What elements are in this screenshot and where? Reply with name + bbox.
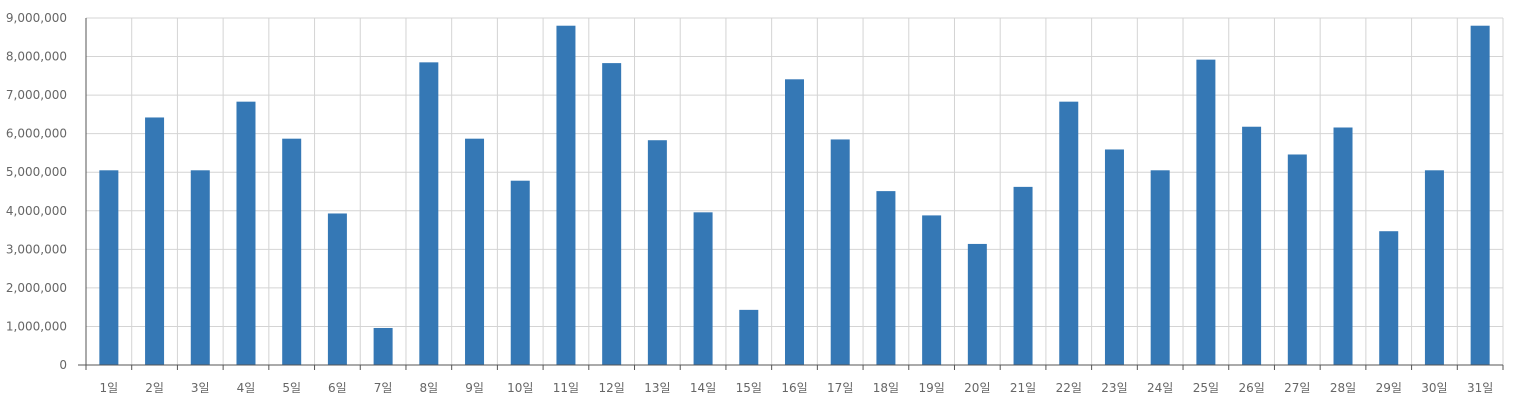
y-tick-label: 8,000,000 [6, 50, 67, 64]
bar [1150, 170, 1170, 365]
bar [830, 139, 850, 365]
bar [510, 180, 530, 365]
x-tick-label: 8일 [419, 381, 438, 395]
x-tick-label: 29일 [1376, 381, 1402, 395]
x-tick-label: 1일 [100, 381, 119, 395]
x-tick-label: 10일 [507, 381, 533, 395]
bar [236, 101, 256, 365]
bar [1424, 170, 1444, 365]
x-tick-label: 11일 [553, 381, 579, 395]
bar [693, 212, 713, 365]
bar [1196, 59, 1216, 365]
bar [99, 170, 119, 365]
bar [556, 25, 576, 365]
x-tick-label: 7일 [374, 381, 393, 395]
x-tick-label: 19일 [918, 381, 944, 395]
bar [967, 243, 987, 365]
x-tick-label: 23일 [1101, 381, 1127, 395]
x-tick-label: 27일 [1284, 381, 1310, 395]
bar [602, 63, 622, 366]
bar [1470, 25, 1490, 365]
x-axis-tick-labels: 1일 2일 3일 4일 5일 6일 7일 8일 9일 10일 11일 12일 13일 14일 15일 16일 1… [100, 381, 1494, 395]
bar [922, 215, 942, 365]
x-tick-label: 31일 [1467, 381, 1493, 395]
x-tick-label: 9일 [465, 381, 484, 395]
x-tick-label: 21일 [1010, 381, 1036, 395]
axis-layer [78, 18, 1504, 370]
bar [1104, 149, 1124, 365]
x-tick-label: 15일 [736, 381, 762, 395]
x-tick-label: 24일 [1147, 381, 1173, 395]
bar [373, 327, 393, 365]
y-axis-tick-labels: 0 1,000,000 2,000,000 3,000,000 4,000,000 5,0… [6, 11, 67, 372]
x-tick-label: 3일 [191, 381, 210, 395]
bar [282, 138, 302, 365]
bar [876, 191, 896, 365]
x-tick-label: 4일 [237, 381, 256, 395]
x-tick-label: 28일 [1330, 381, 1356, 395]
bar [327, 213, 347, 365]
y-tick-label: 4,000,000 [6, 204, 67, 218]
x-tick-label: 6일 [328, 381, 347, 395]
bar [785, 79, 804, 365]
x-tick-label: 18일 [873, 381, 899, 395]
y-tick-label: 5,000,000 [6, 165, 67, 179]
bar [419, 62, 439, 365]
x-tick-label: 17일 [827, 381, 853, 395]
bar [190, 170, 210, 365]
x-tick-label: 2일 [145, 381, 164, 395]
bar [739, 309, 759, 365]
x-tick-label: 14일 [690, 381, 716, 395]
x-tick-label: 30일 [1421, 381, 1447, 395]
bar-layer [99, 25, 1490, 366]
x-tick-label: 22일 [1056, 381, 1082, 395]
bar [1333, 127, 1353, 366]
x-tick-label: 26일 [1238, 381, 1264, 395]
y-tick-label: 1,000,000 [6, 319, 67, 333]
x-tick-label: 16일 [781, 381, 807, 395]
x-tick-label: 5일 [282, 381, 301, 395]
y-tick-label: 0 [59, 358, 67, 372]
y-tick-label: 6,000,000 [6, 127, 67, 141]
y-tick-label: 2,000,000 [6, 281, 67, 295]
x-tick-label: 12일 [599, 381, 625, 395]
x-tick-label: 13일 [644, 381, 670, 395]
bar [1059, 101, 1079, 365]
x-tick-label: 20일 [964, 381, 990, 395]
bar [465, 138, 485, 365]
bar [1013, 186, 1033, 365]
y-tick-label: 9,000,000 [6, 11, 67, 25]
x-tick-label: 25일 [1193, 381, 1219, 395]
bar [1242, 126, 1262, 365]
bar [145, 117, 165, 366]
bar [647, 140, 667, 365]
bar [1287, 154, 1307, 365]
y-tick-label: 7,000,000 [6, 88, 67, 102]
y-tick-label: 3,000,000 [6, 242, 67, 256]
bar [1379, 231, 1399, 365]
